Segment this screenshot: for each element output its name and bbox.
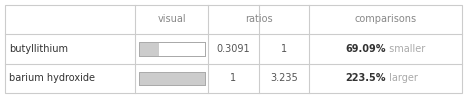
Text: 223.5%: 223.5%	[345, 73, 386, 83]
Bar	[139, 42, 159, 56]
Text: 1: 1	[230, 73, 237, 83]
Text: 1: 1	[281, 44, 287, 54]
Text: comparisons: comparisons	[354, 14, 417, 25]
Text: 0.3091: 0.3091	[217, 44, 250, 54]
Text: larger: larger	[386, 73, 417, 83]
Text: ratios: ratios	[245, 14, 272, 25]
Text: smaller: smaller	[386, 44, 425, 54]
Bar	[139, 72, 205, 85]
Bar	[139, 42, 205, 56]
Bar	[139, 72, 205, 85]
Bar	[139, 72, 205, 85]
Bar	[139, 42, 205, 56]
Text: butyllithium: butyllithium	[9, 44, 68, 54]
Text: barium hydroxide: barium hydroxide	[9, 73, 95, 83]
Text: visual: visual	[157, 14, 186, 25]
Text: 69.09%: 69.09%	[345, 44, 386, 54]
Text: 3.235: 3.235	[270, 73, 298, 83]
